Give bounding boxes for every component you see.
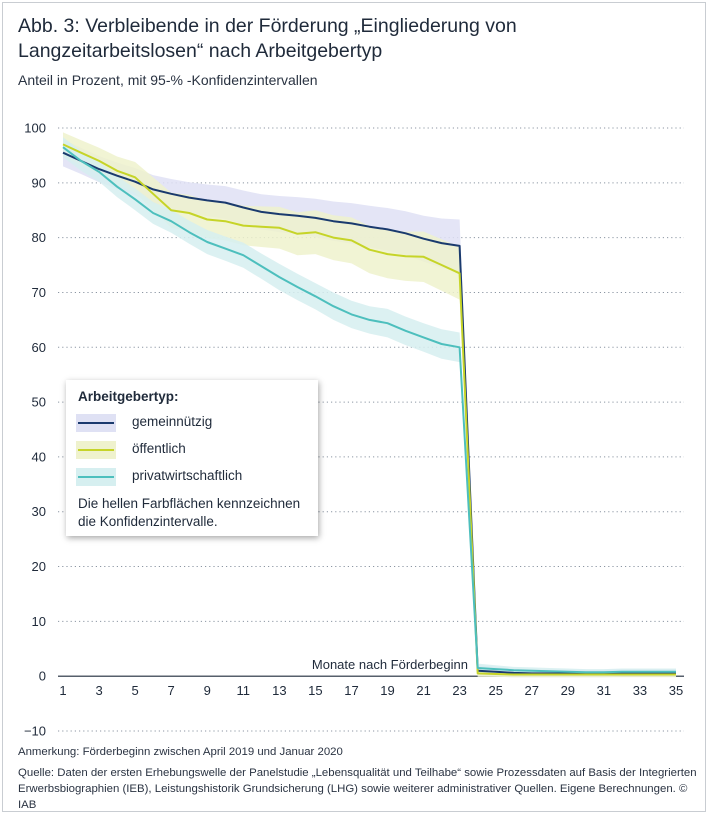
x-axis-ticks: 1 3 5 7 9 11 13 15 17 19 21 23 25 27 29 31 33 35 [59, 683, 683, 698]
x-tick-label: 25 [488, 683, 502, 698]
grid-lines [58, 127, 684, 732]
legend-title: Arbeitgebertyp: [78, 389, 179, 404]
y-tick-label: 70 [32, 285, 46, 300]
legend-line [78, 422, 114, 424]
x-tick-label: 15 [308, 683, 322, 698]
chart-title: Abb. 3: Verbleibende in der Förderung „E… [18, 15, 517, 62]
x-tick-label: 3 [95, 683, 102, 698]
x-tick-label: 35 [669, 683, 683, 698]
y-tick-label: 20 [32, 559, 46, 574]
y-tick-label: 100 [24, 121, 46, 136]
x-tick-label: 13 [272, 683, 286, 698]
x-tick-label: 1 [59, 683, 66, 698]
y-tick-label: −10 [24, 724, 46, 739]
y-tick-label: 60 [32, 340, 46, 355]
legend-swatch [76, 468, 116, 486]
x-tick-label: 9 [204, 683, 211, 698]
legend-swatch [76, 441, 116, 459]
chart-subtitle: Anteil in Prozent, mit 95-% -Konfidenzin… [18, 72, 318, 88]
legend-label: gemeinnützig [132, 414, 213, 429]
footer: Anmerkung: Förderbeginn zwischen April 2… [18, 744, 698, 813]
y-tick-label: 50 [32, 395, 46, 410]
y-tick-label: 80 [32, 230, 46, 245]
legend-line [78, 449, 114, 451]
legend-note: Die hellen Farbflächen kennzeichnen die … [78, 496, 301, 529]
legend-line [78, 476, 114, 478]
x-tick-label: 21 [416, 683, 430, 698]
y-tick-label: 10 [32, 614, 46, 629]
x-tick-label: 29 [561, 683, 575, 698]
source-note: Quelle: Daten der ersten Erhebungswelle … [18, 767, 697, 811]
x-tick-label: 33 [633, 683, 647, 698]
y-tick-label: 0 [39, 669, 46, 684]
legend-item-oeffentlich: öffentlich [76, 439, 306, 461]
y-tick-label: 90 [32, 175, 46, 190]
x-tick-label: 5 [132, 683, 139, 698]
legend-item-gemeinnuetzig: gemeinnützig [76, 412, 306, 434]
y-tick-label: 40 [32, 449, 46, 464]
x-tick-label: 23 [452, 683, 466, 698]
x-tick-label: 31 [597, 683, 611, 698]
series-lines [62, 143, 676, 676]
x-tick-label: 7 [168, 683, 175, 698]
series-line [62, 151, 676, 675]
x-tick-label: 17 [344, 683, 358, 698]
legend-swatch [76, 414, 116, 432]
legend-label: öffentlich [132, 441, 186, 456]
x-tick-label: 11 [237, 683, 251, 698]
y-tick-label: 30 [32, 504, 46, 519]
y-axis-ticks: −10 0 10 20 30 40 50 60 70 80 90 100 [24, 121, 46, 739]
x-axis-label: Monate nach Förderbeginn [312, 657, 468, 672]
legend: Arbeitgebertyp: gemeinnützig öffentlich … [66, 380, 318, 536]
legend-label: privatwirtschaftlich [132, 468, 243, 483]
legend-item-privatwirtschaftlich: privatwirtschaftlich [76, 466, 306, 488]
series-line [62, 146, 676, 674]
footnote: Anmerkung: Förderbeginn zwischen April 2… [18, 746, 343, 758]
x-tick-label: 19 [380, 683, 394, 698]
x-tick-label: 27 [525, 683, 539, 698]
series-line [62, 143, 676, 676]
